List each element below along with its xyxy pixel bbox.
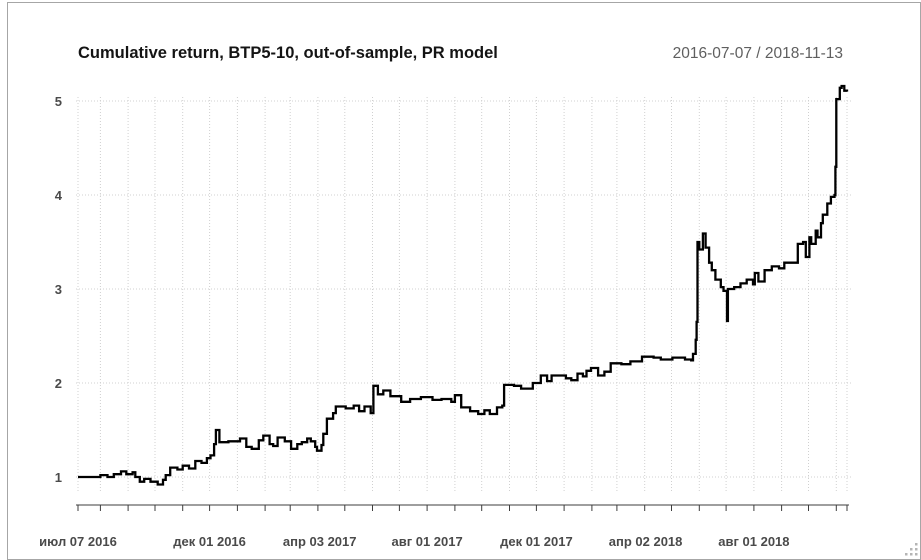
x-tick-label: июл 07 2016 [39, 534, 117, 549]
series-line-cumulative-return [78, 84, 849, 486]
x-tick-label: апр 03 2017 [283, 534, 357, 549]
chart-title: Cumulative return, BTP5-10, out-of-sampl… [78, 44, 498, 62]
grid-layer [76, 97, 853, 492]
y-tick-label: 4 [55, 188, 63, 203]
y-tick-label: 2 [55, 376, 62, 391]
x-tick-label: авг 01 2018 [718, 534, 789, 549]
y-tick-label: 3 [55, 282, 62, 297]
x-tick-label: дек 01 2017 [500, 534, 573, 549]
chart-date-range: 2016-07-07 / 2018-11-13 [673, 45, 843, 62]
y-tick-label: 1 [55, 470, 62, 485]
y-tick-label: 5 [55, 94, 62, 109]
resize-grip-icon[interactable] [904, 542, 919, 557]
axis-labels: 1 2 3 4 5 июл 07 2016 дек 01 2016 апр 03 2017 ав… [39, 94, 789, 549]
x-tick-label: дек 01 2016 [173, 534, 246, 549]
x-tick-label: авг 01 2017 [391, 534, 462, 549]
axis-layer [76, 504, 849, 511]
x-tick-label: апр 02 2018 [609, 534, 683, 549]
